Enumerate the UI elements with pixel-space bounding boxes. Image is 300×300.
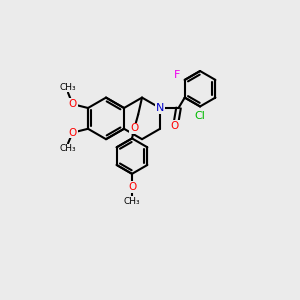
Text: F: F bbox=[173, 70, 180, 80]
Text: O: O bbox=[128, 182, 136, 192]
Text: O: O bbox=[68, 99, 77, 109]
Text: Cl: Cl bbox=[195, 111, 206, 121]
Text: O: O bbox=[170, 121, 179, 131]
Text: CH₃: CH₃ bbox=[60, 144, 76, 153]
Text: N: N bbox=[156, 103, 164, 113]
Text: CH₃: CH₃ bbox=[124, 197, 140, 206]
Text: O: O bbox=[68, 128, 77, 138]
Text: CH₃: CH₃ bbox=[60, 83, 76, 92]
Text: O: O bbox=[130, 123, 138, 134]
